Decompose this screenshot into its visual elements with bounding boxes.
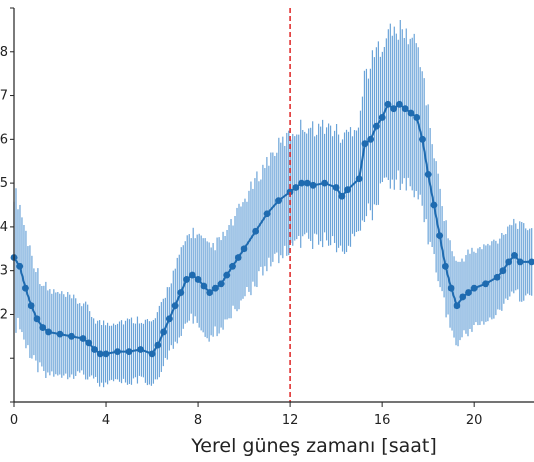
- data-point: [344, 186, 352, 194]
- data-point: [407, 109, 415, 117]
- data-point: [39, 324, 47, 331]
- data-point: [459, 293, 467, 301]
- x-tick-label: 8: [194, 413, 202, 428]
- data-point: [160, 328, 167, 336]
- data-point: [177, 289, 185, 296]
- data-point: [465, 289, 472, 296]
- data-point: [188, 271, 196, 279]
- data-point: [470, 284, 478, 292]
- data-point: [263, 210, 271, 218]
- data-point: [493, 273, 501, 281]
- data-point: [217, 280, 225, 288]
- data-point: [430, 201, 438, 209]
- data-point: [516, 258, 524, 266]
- data-point: [395, 100, 403, 108]
- data-point: [171, 302, 179, 310]
- data-point: [45, 328, 52, 336]
- data-point: [223, 271, 231, 279]
- data-point: [378, 114, 386, 121]
- x-tick-label: 16: [374, 413, 391, 428]
- data-point: [206, 289, 213, 296]
- data-point: [22, 284, 29, 292]
- data-point: [453, 302, 461, 310]
- x-tick-label: 0: [10, 413, 18, 428]
- data-point: [211, 284, 219, 292]
- y-tick-label: 6: [0, 132, 8, 147]
- y-tick-label: 3: [0, 264, 8, 279]
- data-point: [56, 330, 64, 338]
- data-point: [419, 135, 426, 143]
- data-point: [252, 227, 259, 235]
- y-tick-label: 4: [0, 220, 8, 235]
- data-point: [27, 302, 35, 310]
- x-ticks: 0 4 8 12 16 20: [10, 402, 483, 428]
- y-tick-label: 7: [0, 89, 8, 104]
- data-point: [298, 179, 306, 187]
- data-point: [390, 105, 398, 113]
- data-point: [148, 350, 156, 358]
- data-point: [321, 179, 329, 187]
- y-tick-label: 2: [0, 307, 8, 322]
- data-point: [447, 284, 455, 292]
- data-point: [372, 122, 380, 130]
- data-point: [125, 348, 133, 356]
- data-point: [303, 179, 311, 187]
- y-tick-label: 8: [0, 45, 8, 60]
- marker-group: [10, 100, 534, 358]
- data-point: [240, 245, 248, 253]
- data-point: [384, 100, 392, 108]
- errorbar-group: [13, 19, 533, 388]
- y-tick-label: 5: [0, 176, 8, 191]
- data-point: [154, 341, 162, 349]
- data-point: [85, 339, 93, 347]
- data-point: [79, 335, 87, 342]
- data-point: [442, 262, 449, 270]
- data-point: [482, 280, 490, 288]
- data-point: [165, 315, 173, 323]
- data-point: [424, 170, 432, 178]
- data-point: [229, 262, 236, 270]
- data-point: [16, 262, 24, 270]
- data-point: [292, 184, 300, 191]
- data-point: [528, 258, 534, 266]
- data-point: [194, 276, 202, 283]
- x-tick-label: 20: [466, 413, 483, 428]
- data-point: [499, 267, 507, 275]
- data-point: [361, 140, 369, 148]
- data-point: [68, 332, 75, 340]
- data-point: [413, 114, 421, 121]
- data-point: [200, 282, 208, 290]
- data-point: [114, 348, 121, 356]
- data-point: [91, 346, 98, 353]
- data-point: [286, 188, 294, 196]
- data-point: [309, 181, 317, 189]
- data-point: [183, 276, 190, 283]
- data-point: [401, 105, 409, 113]
- x-axis-label: Yerel güneş zamanı [saat]: [190, 435, 437, 457]
- data-point: [137, 346, 144, 353]
- data-point: [355, 175, 363, 183]
- data-point: [102, 350, 110, 358]
- data-point: [33, 315, 41, 323]
- x-tick-label: 12: [282, 413, 299, 428]
- data-point: [436, 232, 444, 240]
- axes: [13, 8, 534, 403]
- data-point: [96, 350, 104, 358]
- y-ticks: 2 3 4 5 6 7 8: [0, 7, 14, 403]
- x-tick-label: 4: [102, 413, 110, 428]
- data-point: [332, 184, 340, 191]
- data-point: [338, 192, 346, 200]
- data-point: [234, 254, 242, 261]
- data-point: [275, 197, 283, 205]
- data-point: [505, 258, 513, 266]
- data-point: [367, 135, 375, 143]
- data-point: [511, 251, 518, 259]
